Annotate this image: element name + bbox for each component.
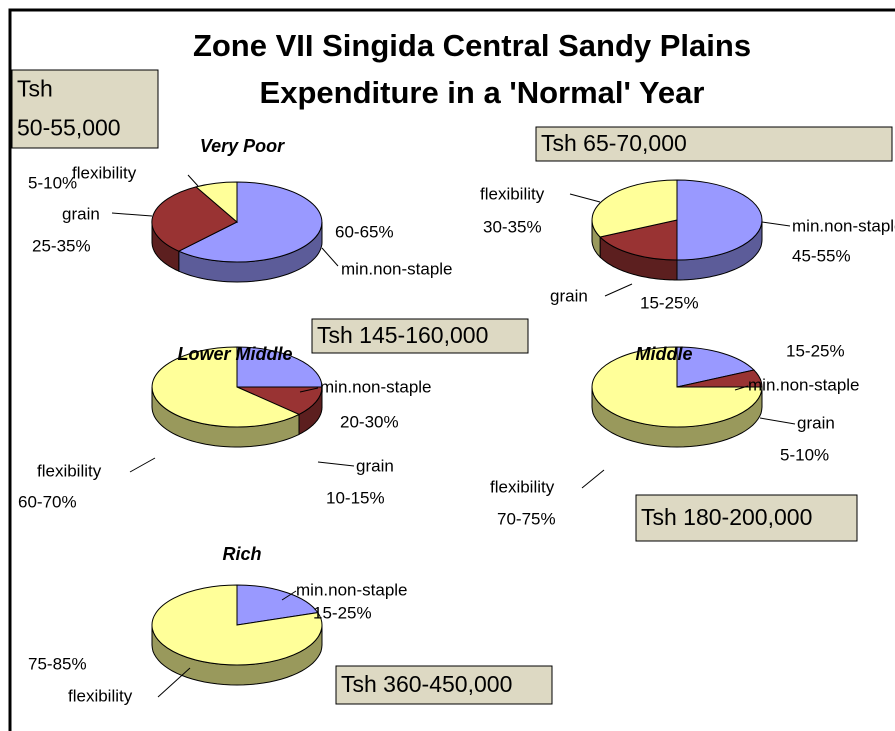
slice-value: 5-10% (28, 173, 77, 192)
slice-name: grain (62, 204, 100, 223)
note-box (635, 494, 858, 542)
slice-name: min.non-staple (320, 377, 432, 396)
leader-line (569, 193, 601, 203)
slice-value: 25-35% (32, 236, 91, 255)
slice-value: 5-10% (780, 445, 829, 464)
note-text: Tsh (17, 76, 53, 102)
leader-line (321, 247, 339, 267)
slice-value: 15-25% (313, 603, 372, 622)
pie-slice (236, 346, 323, 388)
pie-title: Lower Middle (177, 344, 292, 364)
slice-name: grain (797, 413, 835, 432)
note-text: Tsh 145-160,000 (317, 322, 488, 348)
slice-name: min.non-staple (296, 580, 408, 599)
pie-title: Middle (636, 344, 693, 364)
chart-title: Zone VII Singida Central Sandy Plains (193, 28, 751, 63)
pie-slice (236, 386, 323, 415)
slice-name: min.non-staple (748, 375, 860, 394)
leader-line (581, 469, 605, 489)
slice-name: grain (550, 286, 588, 305)
leader-line (157, 667, 191, 698)
slice-value: 45-55% (792, 246, 851, 265)
slice-value: 20-30% (340, 412, 399, 431)
slice-value: 10-15% (326, 488, 385, 507)
pie-slice (676, 179, 763, 261)
slice-name: grain (356, 456, 394, 475)
pie-slice (591, 179, 678, 238)
pie-slice (676, 346, 755, 388)
pie-title: Rich (222, 544, 261, 564)
slice-name: flexibility (68, 686, 133, 705)
note-box (11, 69, 159, 149)
slice-value: 75-85% (28, 654, 87, 673)
slice-value: 15-25% (786, 341, 845, 360)
pie-slice (151, 186, 238, 252)
leader-line (281, 590, 297, 601)
note-text: 50-55,000 (17, 115, 121, 141)
slice-name: min.non-staple (792, 216, 895, 235)
slice-value: 30-35% (483, 217, 542, 236)
leader-line (761, 221, 791, 227)
pie-slice (195, 181, 238, 224)
leader-line (317, 461, 355, 467)
note-text: Tsh 65-70,000 (541, 130, 687, 156)
leader-line (187, 174, 199, 187)
pie-title: Very Poor (200, 136, 285, 156)
slice-name: flexibility (480, 184, 545, 203)
slice-value: 60-65% (335, 222, 394, 241)
pie-slice (151, 584, 323, 666)
pie-slice (177, 181, 323, 263)
leader-line (111, 212, 153, 217)
chart-title: Expenditure in a 'Normal' Year (260, 75, 705, 110)
pie-slice (599, 219, 678, 261)
slice-value: 70-75% (497, 509, 556, 528)
note-text: Tsh 360-450,000 (341, 671, 512, 697)
note-box (535, 126, 893, 162)
slice-value: 60-70% (18, 492, 77, 511)
slice-name: min.non-staple (341, 259, 453, 278)
leader-line (604, 283, 633, 297)
slice-name: flexibility (72, 163, 137, 182)
pie-slice (236, 584, 319, 626)
slice-value: 15-25% (640, 293, 699, 312)
leader-line (299, 387, 319, 393)
pie-slice (591, 346, 763, 428)
leader-line (759, 417, 796, 425)
slice-name: flexibility (490, 477, 555, 496)
leader-line (734, 385, 749, 391)
note-box (311, 318, 529, 354)
leader-line (129, 457, 156, 473)
pie-slice (151, 346, 301, 428)
note-box (335, 665, 553, 705)
slice-name: flexibility (37, 461, 102, 480)
note-text: Tsh 180-200,000 (641, 504, 812, 530)
